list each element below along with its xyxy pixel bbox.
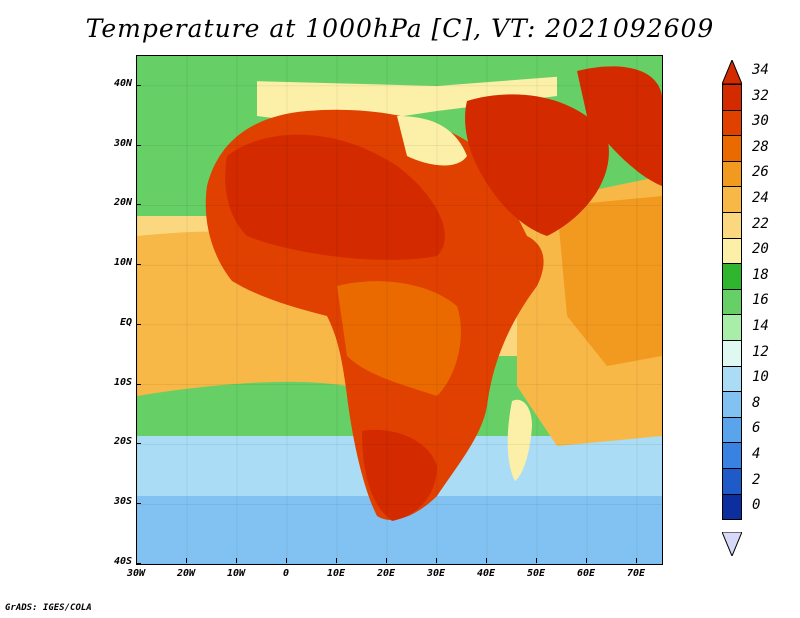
colorbar-label: 22 bbox=[752, 215, 769, 232]
lon-label: 10W bbox=[226, 568, 246, 579]
lon-label: 20W bbox=[176, 568, 196, 579]
iran-hot bbox=[577, 66, 662, 186]
lon-label: 40E bbox=[476, 568, 496, 579]
lon-label: 30W bbox=[126, 568, 146, 579]
madagascar bbox=[507, 399, 532, 481]
colorbar-label: 18 bbox=[752, 266, 769, 283]
colorbar-label: 32 bbox=[752, 87, 769, 104]
colorbar-label: 8 bbox=[752, 394, 761, 411]
lon-tick bbox=[336, 558, 337, 563]
sahara-hot bbox=[225, 134, 445, 260]
grads-credit: GrADS: IGES/COLA bbox=[5, 603, 92, 613]
colorbar-label: 6 bbox=[752, 420, 761, 437]
colorbar-label: 0 bbox=[752, 497, 761, 514]
colorbar-segment bbox=[722, 442, 742, 469]
colorbar-segment bbox=[722, 135, 742, 162]
europe-north bbox=[247, 56, 567, 86]
lat-tick bbox=[136, 563, 141, 564]
colorbar-max-triangle bbox=[722, 60, 742, 84]
lon-tick bbox=[186, 558, 187, 563]
lon-label: 50E bbox=[526, 568, 546, 579]
colorbar-segment bbox=[722, 340, 742, 367]
lon-label: 30E bbox=[426, 568, 446, 579]
lat-label: 30S bbox=[113, 496, 132, 508]
colorbar-segment bbox=[722, 160, 742, 188]
central-africa-warm bbox=[337, 281, 461, 396]
temperature-map bbox=[136, 55, 663, 565]
indian-ocean-hot bbox=[557, 196, 662, 366]
colorbar-label: 4 bbox=[752, 446, 761, 462]
lon-label: 70E bbox=[626, 568, 646, 579]
lon-label: 20E bbox=[376, 568, 396, 579]
lon-tick bbox=[286, 558, 287, 563]
colorbar-label: 28 bbox=[752, 138, 769, 155]
colorbar-label: 20 bbox=[752, 241, 769, 258]
lon-tick bbox=[486, 558, 487, 563]
lon-tick bbox=[236, 558, 237, 563]
lat-label: 20S bbox=[113, 436, 132, 448]
lat-tick bbox=[136, 443, 141, 445]
colorbar-label: 34 bbox=[752, 62, 769, 78]
colorbar-segment bbox=[722, 288, 742, 316]
lat-tick bbox=[136, 84, 141, 86]
lon-tick bbox=[436, 558, 437, 563]
lat-label: 40N bbox=[113, 77, 132, 89]
temperature-field bbox=[137, 56, 662, 564]
colorbar-label: 24 bbox=[752, 190, 769, 206]
lat-label: EQ bbox=[119, 316, 132, 328]
south-africa-hot bbox=[362, 429, 437, 521]
lat-label: 40S bbox=[113, 556, 132, 567]
colorbar-segment bbox=[722, 186, 742, 213]
lat-tick bbox=[136, 323, 141, 325]
lat-label: 30N bbox=[113, 137, 132, 149]
colorbar-label: 12 bbox=[752, 343, 769, 360]
colorbar-segment bbox=[722, 416, 742, 444]
lat-tick bbox=[136, 204, 141, 206]
lon-tick bbox=[386, 558, 387, 563]
arabia-hot bbox=[465, 94, 609, 236]
lat-label: 10N bbox=[113, 257, 132, 269]
colorbar-label: 14 bbox=[752, 318, 769, 334]
egypt-warm bbox=[397, 116, 467, 166]
colorbar-top-arrow bbox=[722, 60, 742, 84]
colorbar-segment bbox=[722, 109, 742, 137]
colorbar-label: 30 bbox=[752, 113, 769, 130]
map-title: Temperature at 1000hPa [C], VT: 20210926… bbox=[85, 14, 715, 43]
lat-tick bbox=[136, 383, 141, 385]
colorbar-label: 26 bbox=[752, 164, 769, 181]
lon-label: 10E bbox=[326, 568, 346, 579]
lon-tick bbox=[586, 558, 587, 563]
colorbar-label: 2 bbox=[752, 471, 761, 488]
lat-label: 20N bbox=[113, 197, 132, 209]
colorbar-label: 10 bbox=[752, 369, 769, 386]
colorbar-segment bbox=[722, 212, 742, 239]
lon-tick bbox=[536, 558, 537, 563]
lat-label: 10S bbox=[113, 376, 132, 388]
colorbar bbox=[722, 60, 742, 556]
colorbar-bottom-arrow bbox=[722, 532, 742, 556]
lon-label: 60E bbox=[576, 568, 596, 579]
colorbar-segment bbox=[722, 365, 742, 393]
colorbar-segment bbox=[722, 314, 742, 341]
colorbar-segment bbox=[722, 391, 742, 418]
lat-tick bbox=[136, 264, 141, 266]
colorbar-segment bbox=[722, 237, 742, 265]
lat-tick bbox=[136, 144, 141, 146]
lon-label: 0 bbox=[282, 568, 290, 579]
lat-tick bbox=[136, 503, 141, 505]
colorbar-label: 16 bbox=[752, 292, 769, 309]
lon-tick bbox=[636, 558, 637, 563]
colorbar-segment bbox=[722, 84, 742, 111]
colorbar-segment bbox=[722, 468, 742, 495]
colorbar-min-triangle bbox=[722, 532, 742, 556]
colorbar-segment bbox=[722, 263, 742, 290]
lon-tick bbox=[136, 558, 137, 563]
colorbar-segment bbox=[722, 493, 742, 521]
